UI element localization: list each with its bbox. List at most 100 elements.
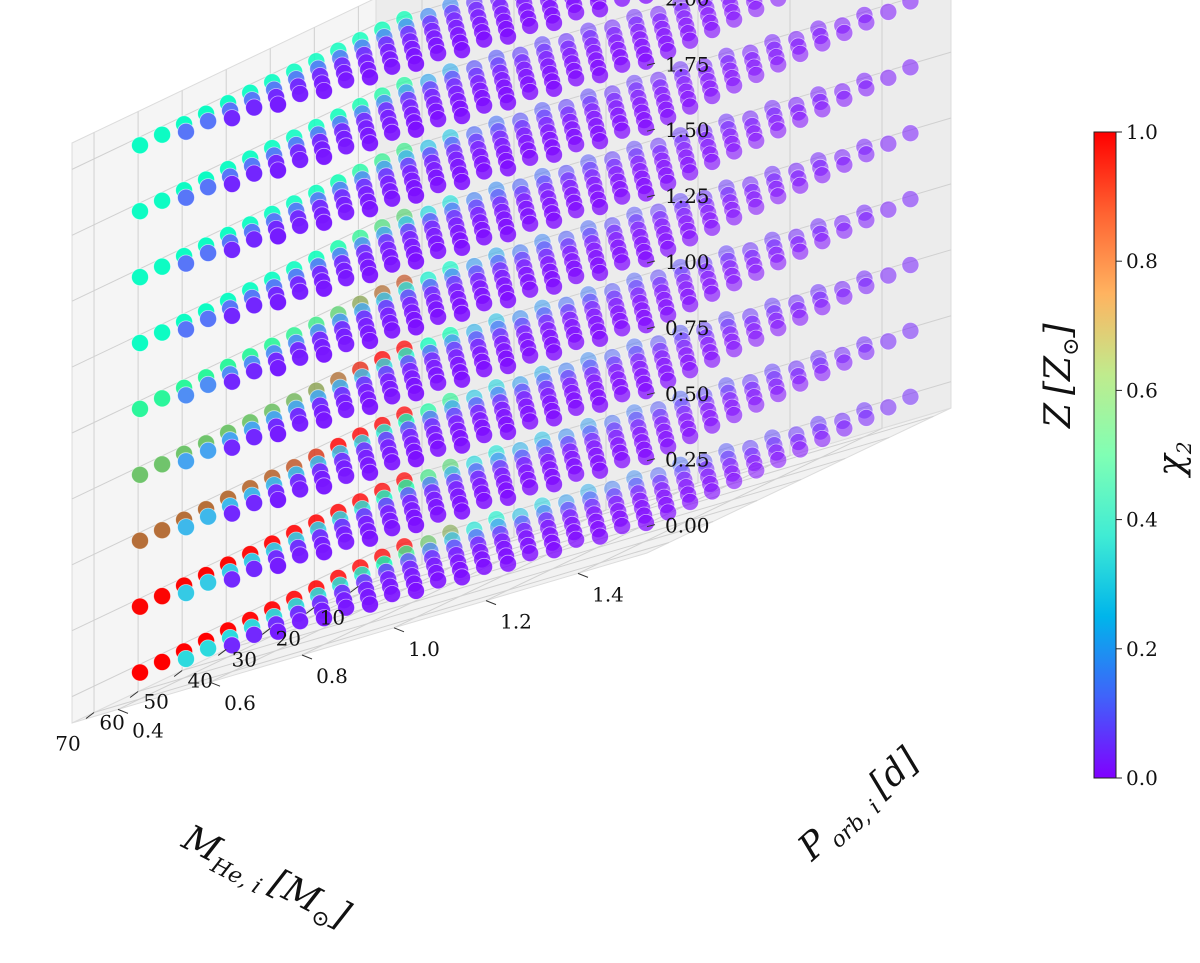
data-point [383,321,402,340]
data-point [453,172,471,191]
data-point [475,426,494,444]
data-point [545,409,563,428]
data-point [521,148,539,167]
x-tick-label: 20 [276,626,301,650]
data-point [361,595,379,614]
z-tick-label: 0.75 [665,316,710,340]
y-tick-label: 0.8 [316,664,348,688]
data-point [361,529,379,548]
data-point [131,268,149,287]
data-point [429,373,448,392]
z-tick-mark [646,260,656,264]
data-point [591,198,609,216]
data-point [499,159,517,178]
z-tick-label: 1.75 [665,52,710,76]
data-point [383,519,402,537]
data-point [153,455,172,474]
data-point [383,453,402,472]
data-point [747,66,766,84]
data-point [223,636,241,655]
data-point [659,503,677,522]
data-point [545,475,563,494]
data-point [725,471,743,490]
data-point [901,0,920,11]
colorbar-tick-label: 1.0 [1126,120,1158,144]
data-point [613,253,631,272]
data-point [857,145,876,164]
data-point [223,306,241,325]
data-point [835,221,854,240]
data-point [361,397,379,416]
data-point [703,482,721,501]
data-point [591,0,609,19]
data-point [499,225,517,244]
x-tick-label: 10 [320,605,345,629]
data-point [453,41,471,59]
data-point [499,554,517,573]
data-point [429,439,448,458]
data-point [725,340,743,359]
x-tick-label: 30 [232,647,257,671]
data-point [835,155,854,174]
data-point [659,108,677,126]
z-tick-mark [646,194,656,198]
data-point [545,277,563,296]
data-point [637,382,655,401]
data-point [769,385,788,403]
data-point [223,109,241,127]
data-point [637,316,655,335]
data-point [613,0,631,8]
y-tick-label: 0.4 [132,718,164,742]
data-point [703,152,721,171]
data-point [613,55,631,74]
data-point [177,386,195,405]
data-point [245,625,264,644]
data-point [177,254,195,273]
z-axis-label: Z[Z⊙] [1038,322,1084,429]
data-point [901,256,920,274]
data-point [337,137,356,156]
data-point [521,544,539,563]
data-point [383,255,402,274]
data-point [177,518,195,536]
data-point [703,87,721,105]
data-point [223,175,241,193]
data-point [545,211,563,230]
data-point [499,93,517,112]
data-point [315,411,333,430]
data-point [131,136,149,155]
data-point [857,79,876,98]
y-axis-ticks: 0.4 0.6 0.8 1.0 1.2 1.4 [117,572,624,742]
data-point [613,451,631,470]
data-point [545,13,563,32]
data-point [857,342,876,361]
colorbar-tick-label: 0.4 [1126,508,1158,532]
data-point [659,305,677,324]
data-point [245,98,264,117]
data-point [681,229,699,248]
data-point [703,218,721,237]
data-point [659,173,677,192]
data-point [659,437,677,456]
data-point [725,208,743,227]
data-point [637,118,655,137]
data-point [245,230,264,249]
data-point [521,16,539,35]
data-point [769,450,788,469]
data-point [879,134,898,153]
data-point [475,96,494,115]
data-point [813,364,832,382]
data-point [291,612,310,631]
data-point [747,461,766,480]
data-point [361,134,379,153]
data-point [475,162,494,181]
x-gridline [182,499,758,671]
data-point [591,263,609,282]
data-point [591,329,609,348]
data-point [499,291,517,310]
data-point [153,389,172,408]
data-point [245,494,264,512]
data-point [681,361,699,380]
x-tick-label: 50 [143,690,168,714]
data-point [769,0,787,8]
